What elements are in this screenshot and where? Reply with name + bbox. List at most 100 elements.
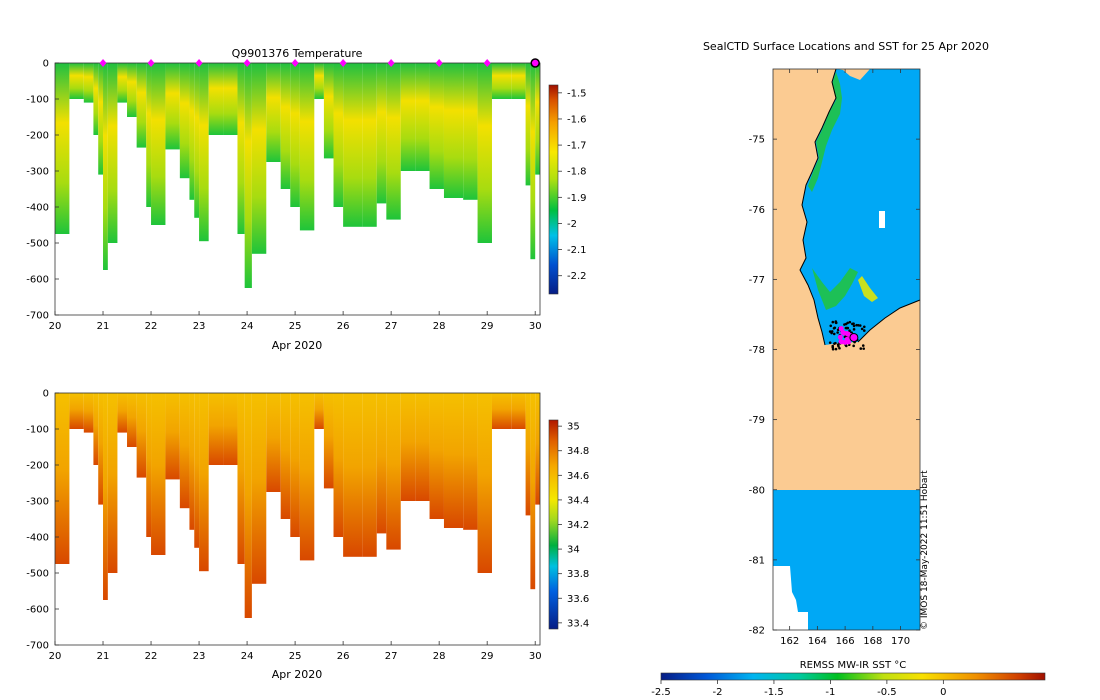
profile-bar <box>463 63 478 200</box>
seal-dot <box>862 325 866 329</box>
lon-tick-label: 168 <box>863 636 882 647</box>
y-tick-label: -400 <box>26 203 49 214</box>
profile-bar <box>223 63 238 135</box>
sst-colorbar-label: REMSS MW-IR SST °C <box>800 660 907 671</box>
profile-bar <box>146 63 152 207</box>
profile-bar <box>107 393 118 573</box>
lon-tick-label: 164 <box>808 636 827 647</box>
profile-markers <box>99 58 540 68</box>
sst-tick-label: -1 <box>825 687 835 698</box>
profile-bar <box>165 393 180 480</box>
seal-dot <box>836 331 839 334</box>
sst-colorbar <box>661 673 1045 680</box>
profile-bar <box>290 393 300 537</box>
profile-marker <box>195 59 203 67</box>
y-tick-label: -300 <box>26 497 49 508</box>
profile-bar <box>251 63 267 254</box>
profile-bar <box>530 393 536 590</box>
profile-bar <box>151 393 166 555</box>
temperature-colorbar-ticks: -1.5 -1.6 -1.7 -1.8 -1.9 -2 -2.1 -2.2 <box>558 88 587 282</box>
profile-bar <box>107 63 118 243</box>
seal-dot <box>843 323 846 326</box>
x-tick-label: 29 <box>481 651 494 662</box>
profile-marker <box>483 59 491 67</box>
profile-bar <box>98 393 104 505</box>
profile-bar <box>491 393 512 429</box>
x-tick-label: 22 <box>145 321 158 332</box>
colorbar-tick-label: -1.7 <box>567 141 587 152</box>
salinity-axes-box <box>54 392 541 646</box>
seal-dot-recent <box>837 334 843 340</box>
colorbar-tick-label: 34.6 <box>567 471 589 482</box>
seal-dot <box>829 324 833 328</box>
seal-latest <box>849 332 859 342</box>
lon-tick-label: 166 <box>836 636 855 647</box>
seal-dot <box>833 326 837 330</box>
profile-bar <box>386 393 401 550</box>
profile-bar <box>290 63 300 207</box>
colorbar-tick-label: -1.6 <box>567 114 587 125</box>
x-tick-label: 20 <box>49 651 62 662</box>
profile-bar <box>400 63 416 171</box>
profile-bar <box>136 393 147 478</box>
seal-locations <box>828 320 866 351</box>
profile-bar <box>189 393 195 530</box>
seal-dot <box>848 329 851 333</box>
x-tick-label: 28 <box>433 321 446 332</box>
profile-bar <box>244 393 252 618</box>
y-tick-label: -600 <box>26 605 49 616</box>
profile-bar <box>535 393 540 505</box>
y-tick-label: -700 <box>26 311 49 322</box>
profile-bar <box>376 63 387 204</box>
profile-bar <box>179 393 190 509</box>
profile-bar <box>93 393 99 465</box>
salinity-xlabel: Apr 2020 <box>272 668 323 681</box>
temperature-title: Q9901376 Temperature <box>232 47 363 60</box>
colorbar-tick-label: 34 <box>567 545 580 556</box>
sst-colorbar-ticks: -2.5 -2 -1.5 -1 -0.5 0 <box>651 680 947 698</box>
temperature-x-ticks: 20 21 22 23 24 25 26 27 28 29 30 <box>49 311 542 332</box>
y-tick-label: -400 <box>26 533 49 544</box>
profile-bar <box>530 63 536 260</box>
seal-dot <box>862 329 866 332</box>
profile-bar <box>136 63 147 148</box>
x-tick-label: 29 <box>481 321 494 332</box>
south-water <box>773 490 920 630</box>
profile-bar <box>376 393 387 534</box>
seal-dot <box>845 326 849 330</box>
seal-dot <box>828 341 832 344</box>
profile-bar <box>443 63 464 198</box>
y-tick-label: -500 <box>26 569 49 580</box>
profile-marker <box>147 59 155 67</box>
x-tick-label: 25 <box>289 321 302 332</box>
profile-marker <box>435 59 443 67</box>
profile-bar <box>491 63 512 99</box>
lat-tick-label: -78 <box>749 345 765 356</box>
coastline <box>799 68 837 346</box>
salinity-profiles <box>55 393 540 618</box>
profile-bar <box>146 393 152 537</box>
profile-bar <box>299 63 315 231</box>
profile-marker <box>339 59 347 67</box>
seal-dot <box>831 347 835 351</box>
sst-tick-label: -2 <box>712 687 722 698</box>
y-tick-label: -500 <box>26 239 49 250</box>
y-tick-label: 0 <box>43 59 49 70</box>
lat-tick-label: -75 <box>749 135 765 146</box>
seal-dot <box>838 346 841 350</box>
profile-bar <box>280 63 291 189</box>
colorbar-tick-label: -2.1 <box>567 245 587 256</box>
colorbar-tick-label: 35 <box>567 422 580 433</box>
x-tick-label: 27 <box>385 321 398 332</box>
profile-bar <box>314 393 324 429</box>
profile-bar <box>208 393 224 465</box>
lon-tick-label: 170 <box>891 636 910 647</box>
y-tick-label: -700 <box>26 641 49 652</box>
credit-text: © IMOS 18-May-2022 11:51 Hobart <box>920 470 930 630</box>
profile-bar <box>194 393 200 548</box>
lon-tick-label: 162 <box>780 636 799 647</box>
x-tick-label: 30 <box>529 651 542 662</box>
x-tick-label: 23 <box>193 321 206 332</box>
profile-bar <box>103 63 108 270</box>
